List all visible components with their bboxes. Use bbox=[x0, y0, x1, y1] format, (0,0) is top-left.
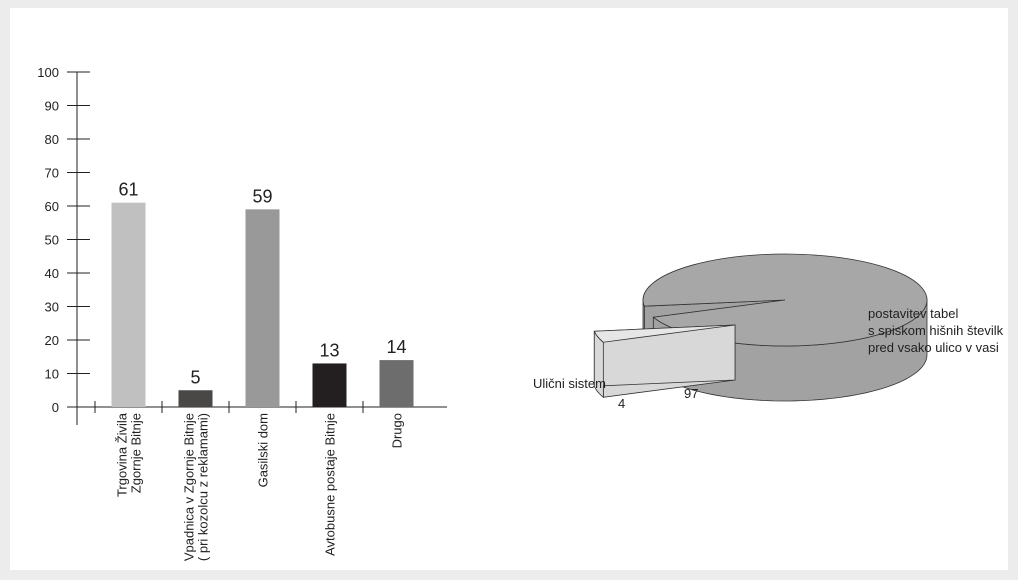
slice bbox=[642, 253, 928, 347]
slice-label: s spiskom hišnih številk bbox=[868, 323, 1004, 338]
y-tick-label: 40 bbox=[45, 266, 59, 281]
y-tick-label: 70 bbox=[45, 166, 59, 181]
x-tick-label: Zgornje Bitnje bbox=[129, 413, 144, 493]
x-tick-label: Vpadnica v Zgornje Bitnje bbox=[182, 413, 197, 561]
value-label: 59 bbox=[252, 186, 272, 206]
x-tick-label: ( pri kozolcu z reklamami) bbox=[196, 413, 211, 561]
y-tick-label: 80 bbox=[45, 132, 59, 147]
x-tick-label: Drugo bbox=[390, 413, 405, 448]
slice bbox=[593, 324, 736, 343]
bar bbox=[111, 202, 146, 407]
y-tick-label: 100 bbox=[37, 65, 59, 80]
value-label: 97 bbox=[684, 386, 698, 401]
y-tick-label: 20 bbox=[45, 333, 59, 348]
y-tick-label: 60 bbox=[45, 199, 59, 214]
slice-label: Ulični sistem bbox=[533, 376, 606, 391]
y-tick-label: 50 bbox=[45, 233, 59, 248]
value-label: 4 bbox=[618, 396, 625, 411]
bar bbox=[379, 360, 414, 407]
slice-label: pred vsako ulico v vasi bbox=[868, 340, 999, 355]
x-tick-label: Trgovina Živila bbox=[115, 412, 130, 497]
slice-label: postavitev tabel bbox=[868, 306, 958, 321]
y-tick-label: 10 bbox=[45, 367, 59, 382]
x-tick-label: Avtobusne postaje Bitnje bbox=[323, 413, 338, 556]
value-label: 13 bbox=[319, 340, 339, 360]
bar bbox=[245, 209, 280, 407]
bar bbox=[178, 390, 213, 407]
value-label: 61 bbox=[118, 180, 138, 200]
y-tick-label: 30 bbox=[45, 300, 59, 315]
bar bbox=[312, 363, 347, 407]
y-tick-label: 0 bbox=[52, 400, 59, 415]
value-label: 5 bbox=[190, 367, 200, 387]
y-tick-label: 90 bbox=[45, 99, 59, 114]
x-tick-label: Gasilski dom bbox=[256, 413, 271, 487]
value-label: 14 bbox=[386, 337, 406, 357]
